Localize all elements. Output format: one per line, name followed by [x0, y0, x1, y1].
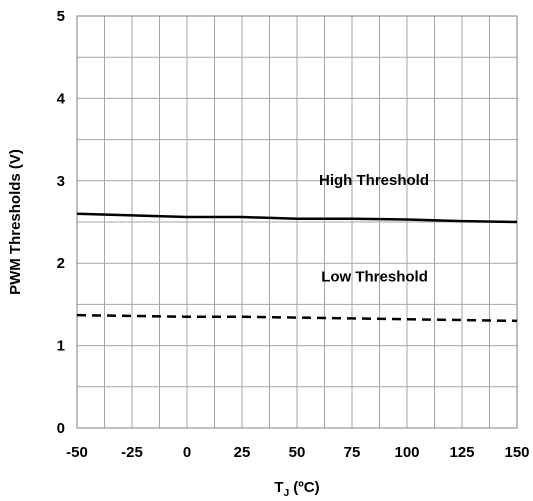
series-group [76, 212, 518, 323]
x-tick-label: 125 [449, 444, 474, 461]
x-tick-label: 75 [344, 444, 361, 461]
x-axis-title-unit: (ºC) [289, 479, 319, 496]
series-labels: High Threshold Low Threshold [319, 172, 429, 285]
y-tick-labels: 0 1 2 3 4 5 [57, 8, 66, 437]
series-line-low-threshold [76, 313, 518, 323]
x-tick-label: -50 [66, 444, 88, 461]
series-label: High Threshold [319, 172, 429, 189]
x-tick-label: 50 [289, 444, 306, 461]
y-tick-label: 3 [57, 173, 65, 190]
x-tick-label: 150 [504, 444, 529, 461]
x-tick-label: 100 [394, 444, 419, 461]
y-tick-label: 5 [57, 8, 65, 25]
x-axis-title: TJ (ºC) [274, 479, 319, 499]
y-axis-title: PWM Thresholds (V) [7, 149, 24, 295]
y-tick-label: 4 [57, 90, 66, 107]
y-tick-label: 0 [57, 420, 65, 437]
series-line-high-threshold [76, 212, 518, 224]
y-tick-label: 1 [57, 338, 65, 355]
x-tick-labels: -50 -25 0 25 50 75 100 125 150 [66, 444, 529, 461]
x-axis-title-main: T [274, 479, 283, 496]
x-tick-label: 0 [183, 444, 191, 461]
x-tick-label: 25 [234, 444, 251, 461]
series-label: Low Threshold [321, 268, 428, 285]
x-tick-label: -25 [121, 444, 143, 461]
x-axis-title-subscript: J [284, 488, 290, 499]
y-tick-label: 2 [57, 255, 65, 272]
